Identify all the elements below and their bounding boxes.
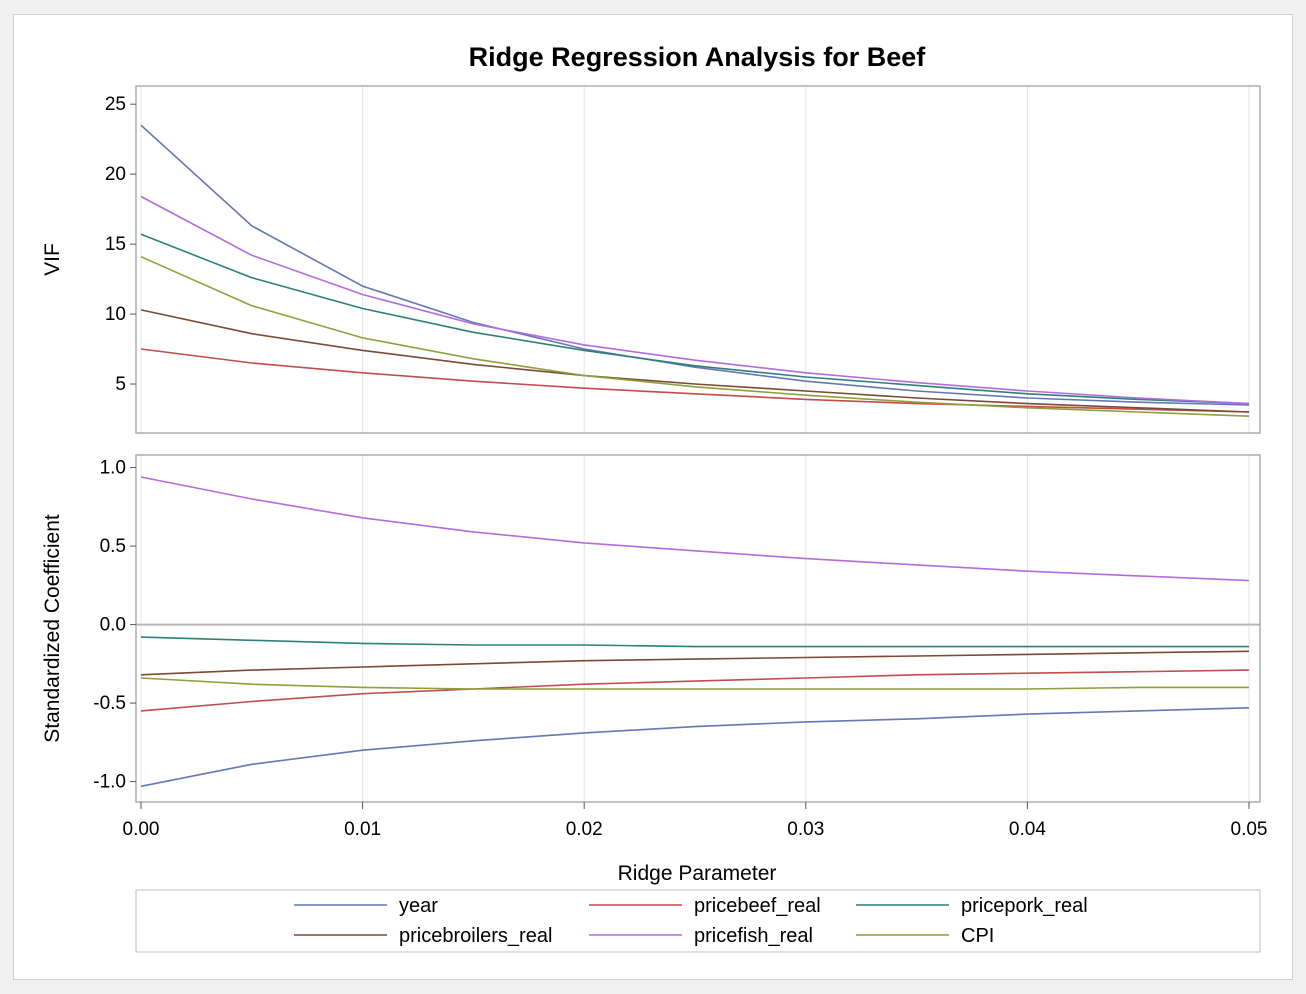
x-tick-label: 0.00 xyxy=(123,819,160,840)
panel-2: -1.0 -0.5 0.0 0.5 1.0 Standardized Coefficien… xyxy=(41,454,1261,803)
ridge-chart: Ridge Regression Analysis for Beef 5 10 15… xyxy=(41,42,1268,953)
series-line-pricepork_real xyxy=(140,233,1250,405)
chart-title: Ridge Regression Analysis for Beef xyxy=(469,42,927,72)
chart-frame: Ridge Regression Analysis for Beef 5 10 15… xyxy=(13,14,1293,980)
legend-label: pricebroilers_real xyxy=(399,925,552,947)
legend-label: year xyxy=(399,895,438,917)
y-tick-label: 20 xyxy=(105,164,126,185)
y-tick-label: 15 xyxy=(105,234,126,255)
x-tick-label: 0.03 xyxy=(787,819,824,840)
legend-item-pricebroilers_real: pricebroilers_real xyxy=(294,925,552,947)
legend-label: pricepork_real xyxy=(961,895,1088,917)
panel-border xyxy=(135,85,1261,434)
legend-item-pricebeef_real: pricebeef_real xyxy=(589,895,821,917)
y-tick-label: 1.0 xyxy=(100,458,126,479)
x-tick-label: 0.01 xyxy=(344,819,381,840)
legend-item-CPI: CPI xyxy=(856,925,994,947)
legend-item-year: year xyxy=(294,895,438,917)
series-line-pricebroilers_real xyxy=(140,650,1250,676)
legend-label: CPI xyxy=(961,925,994,947)
y-axis-label: Standardized Coefficient xyxy=(41,514,64,743)
series-line-CPI xyxy=(140,677,1249,690)
panel-1: 5 10 15 20 25 VIF xyxy=(41,85,1261,434)
legend-item-pricefish_real: pricefish_real xyxy=(589,925,813,947)
series-line-pricefish_real xyxy=(140,195,1250,405)
series-line-pricebroilers_real xyxy=(140,309,1250,413)
series-line-year xyxy=(140,707,1250,788)
plot-area: 5 10 15 20 25 VIF -1.0 -0.5 0.0 0.5 1.0 Standardize… xyxy=(41,85,1268,840)
y-axis-label: VIF xyxy=(41,243,64,276)
series-line-pricefish_real xyxy=(140,476,1250,582)
x-tick-label: 0.05 xyxy=(1231,819,1268,840)
legend-item-pricepork_real: pricepork_real xyxy=(856,895,1088,917)
x-tick-label: 0.02 xyxy=(566,819,603,840)
y-tick-label: 0.5 xyxy=(100,536,126,557)
x-axis: 0.00 0.01 0.02 0.03 0.04 0.05 xyxy=(123,802,1268,840)
legend: year pricebeef_real pricepork_real pricebro… xyxy=(135,889,1261,953)
x-axis-label: Ridge Parameter xyxy=(618,862,777,885)
y-tick-label: 0.0 xyxy=(100,615,126,636)
series-line-pricepork_real xyxy=(140,636,1249,648)
legend-label: pricebeef_real xyxy=(694,895,821,917)
y-tick-label: 25 xyxy=(105,94,126,115)
legend-border xyxy=(135,889,1261,953)
series-line-year xyxy=(140,124,1250,406)
y-tick-label: 10 xyxy=(105,304,126,325)
series-line-pricebeef_real xyxy=(140,669,1250,712)
y-tick-label: 5 xyxy=(115,374,126,395)
series-line-pricebeef_real xyxy=(140,348,1250,413)
panel-border xyxy=(135,454,1261,803)
legend-label: pricefish_real xyxy=(694,925,813,947)
series-line-CPI xyxy=(140,255,1250,417)
y-tick-label: -0.5 xyxy=(93,693,126,714)
x-tick-label: 0.04 xyxy=(1009,819,1046,840)
y-tick-label: -1.0 xyxy=(93,772,126,793)
